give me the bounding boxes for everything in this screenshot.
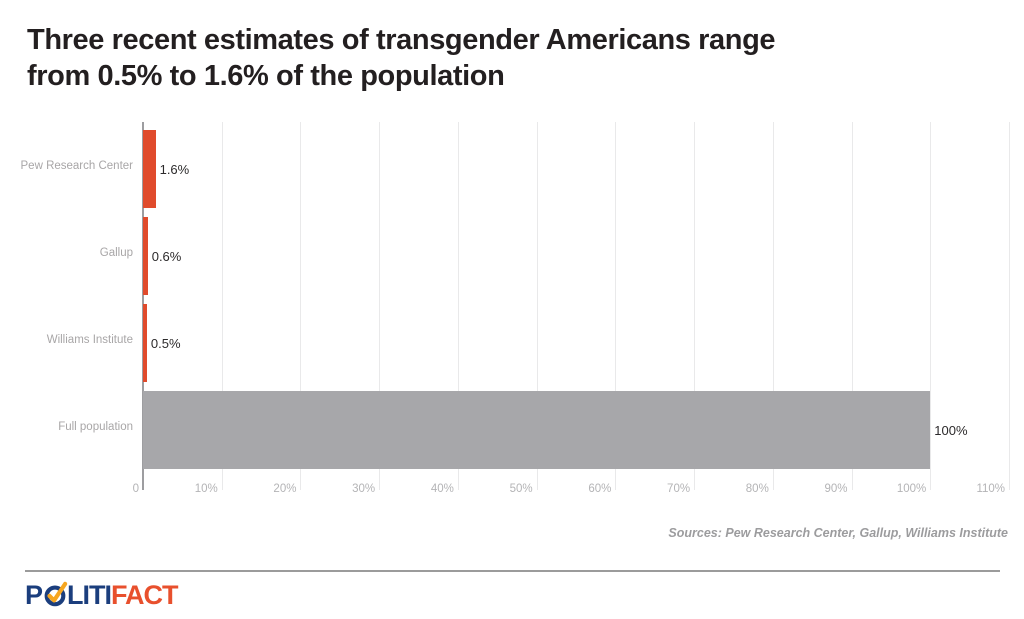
gridline-90 xyxy=(851,122,853,490)
x-tick-40: 40% xyxy=(430,483,454,495)
gridline-60 xyxy=(615,122,617,490)
gridline-70 xyxy=(694,122,696,490)
x-tick-100: 100% xyxy=(896,483,927,495)
gridline-40 xyxy=(457,122,459,490)
logo-text-liti: LITI xyxy=(67,580,112,610)
bar-row-0: 1.6% xyxy=(143,130,189,208)
x-tick-90: 90% xyxy=(824,483,848,495)
logo-letter-p: P xyxy=(25,580,43,610)
y-axis-line xyxy=(142,122,144,490)
bar-row-2: 0.5% xyxy=(143,304,181,382)
bar-value-label-2: 0.5% xyxy=(150,335,181,351)
x-tick-0: 0 xyxy=(132,483,139,495)
logo-check-icon xyxy=(42,581,67,609)
gridline-10 xyxy=(221,122,223,490)
x-tick-50: 50% xyxy=(509,483,533,495)
bar-row-3: 100% xyxy=(143,391,968,469)
bar-1 xyxy=(143,217,148,295)
footer-divider xyxy=(25,570,1000,572)
category-label-1: Gallup xyxy=(99,246,133,259)
plot-area: 1.6% 0.6% 0.5% 100% xyxy=(143,122,1010,490)
sources-note: Sources: Pew Research Center, Gallup, Wi… xyxy=(668,526,1008,540)
x-tick-110: 110% xyxy=(976,483,1005,495)
chart-title-line2: from 0.5% to 1.6% of the population xyxy=(27,60,505,92)
politifact-logo: P LITI FACT xyxy=(25,580,179,610)
chart-title-line1: Three recent estimates of transgender Am… xyxy=(27,24,776,56)
category-axis: Pew Research Center Gallup Williams Instit… xyxy=(0,122,134,470)
bar-3 xyxy=(143,391,931,469)
bar-value-label-1: 0.6% xyxy=(151,248,182,264)
category-label-3: Full population xyxy=(58,420,133,433)
bar-value-label-3: 100% xyxy=(934,422,968,438)
gridline-110 xyxy=(1009,122,1010,490)
gridline-100 xyxy=(930,122,932,490)
bar-2 xyxy=(143,304,147,382)
bar-0 xyxy=(143,130,156,208)
bar-value-label-0: 1.6% xyxy=(159,161,190,177)
gridline-20 xyxy=(300,122,302,490)
category-label-2: Williams Institute xyxy=(46,333,133,346)
gridline-50 xyxy=(536,122,538,490)
chart-title: Three recent estimates of transgender Am… xyxy=(27,22,987,94)
category-label-0: Pew Research Center xyxy=(20,159,134,172)
x-tick-60: 60% xyxy=(588,483,612,495)
x-tick-20: 20% xyxy=(273,483,297,495)
gridline-80 xyxy=(772,122,774,490)
x-tick-10: 10% xyxy=(194,483,218,495)
x-tick-80: 80% xyxy=(745,483,769,495)
logo-text-fact: FACT xyxy=(111,580,178,610)
bar-row-1: 0.6% xyxy=(143,217,181,295)
x-tick-70: 70% xyxy=(667,483,691,495)
x-tick-30: 30% xyxy=(352,483,376,495)
gridline-30 xyxy=(379,122,381,490)
